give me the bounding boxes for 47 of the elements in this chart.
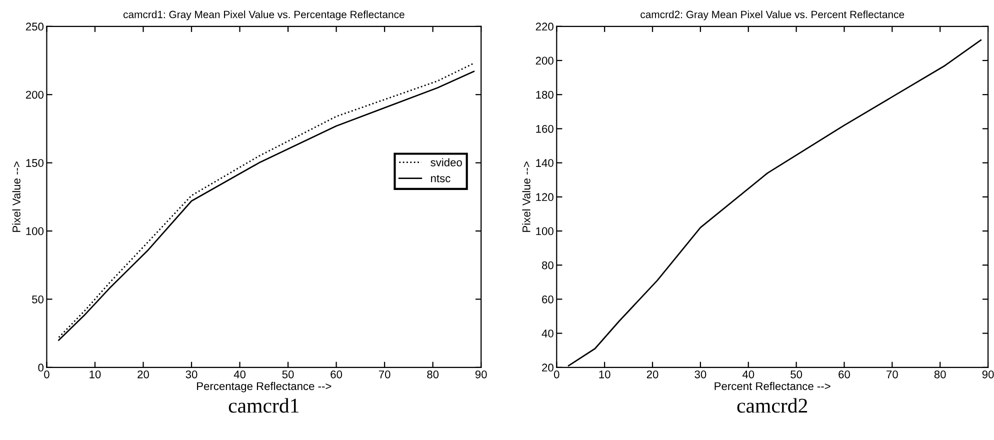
x-tick-label: 50: [790, 370, 802, 378]
x-tick-label: 40: [234, 370, 246, 378]
x-tick-label: 90: [475, 370, 487, 378]
legend-label: ntsc: [431, 174, 450, 182]
x-axis-title: Percent Reflectance -->: [714, 382, 830, 390]
y-tick-label: 50: [32, 295, 44, 304]
y-axis-title: Pixel Value -->: [12, 162, 20, 232]
x-tick-label: 40: [742, 370, 754, 378]
y-tick-label: 40: [542, 330, 554, 338]
y-tick-label: 200: [26, 90, 44, 99]
x-tick-label: 0: [554, 370, 560, 378]
y-tick-label: 220: [536, 22, 554, 31]
y-tick-label: 180: [536, 90, 554, 99]
text: camcrd1: [228, 398, 299, 413]
x-tick-label: 60: [330, 370, 342, 378]
y-tick-label: 140: [536, 159, 554, 167]
x-tick-label: 0: [44, 370, 50, 378]
y-tick-label: 20: [542, 364, 554, 372]
y-tick-label: 0: [38, 364, 44, 372]
x-tick-label: 30: [694, 370, 706, 378]
x-tick-label: 10: [599, 370, 610, 378]
x-tick-label: 10: [90, 370, 101, 378]
x-tick-label: 30: [186, 370, 198, 378]
y-tick-label: 150: [26, 159, 44, 167]
x-tick-label: 70: [378, 370, 390, 378]
x-axis-title: Percentage Reflectance -->: [197, 382, 332, 392]
y-tick-label: 120: [536, 193, 554, 202]
y-tick-label: 100: [26, 227, 44, 236]
text: camcrd2: [737, 398, 808, 413]
x-tick-label: 60: [838, 370, 850, 378]
x-tick-label: 90: [982, 370, 994, 378]
y-tick-label: 100: [536, 227, 554, 236]
x-tick-label: 20: [646, 370, 658, 378]
chart-title: camcrd1: Gray Mean Pixel Value vs. Percentage Reflectance: [123, 10, 404, 20]
y-tick-label: 250: [26, 22, 44, 31]
x-tick-label: 70: [886, 370, 898, 378]
x-tick-label: 20: [138, 370, 149, 378]
y-tick-label: 200: [536, 56, 554, 65]
y-tick-label: 60: [542, 295, 554, 304]
x-tick-label: 80: [427, 370, 439, 378]
x-tick-label: 50: [282, 370, 294, 378]
x-tick-label: 80: [934, 370, 946, 378]
chart-title: camcrd2: Gray Mean Pixel Value vs. Percent Reflectance: [640, 10, 904, 20]
y-tick-label: 80: [542, 261, 554, 270]
legend-label: svideo: [430, 158, 462, 166]
y-tick-label: 160: [536, 124, 554, 133]
y-axis-title: Pixel Value -->: [522, 162, 530, 232]
